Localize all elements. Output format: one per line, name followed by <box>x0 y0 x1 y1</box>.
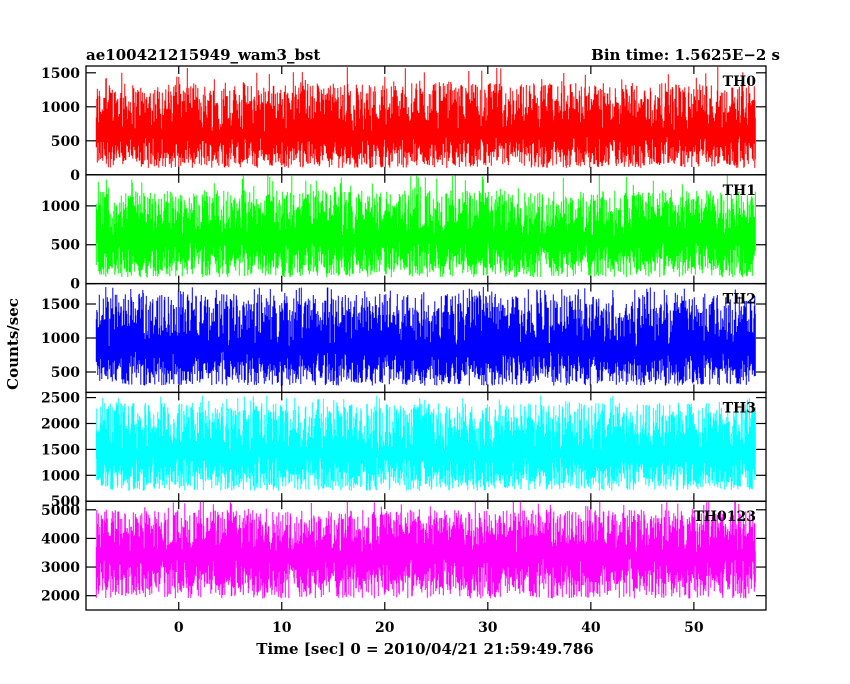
y-tick-label: 0 <box>70 168 80 184</box>
y-tick-label: 2500 <box>41 391 80 407</box>
x-tick-label: 0 <box>174 620 184 636</box>
y-tick-label: 1000 <box>41 100 80 116</box>
x-tick-label: 30 <box>478 620 498 636</box>
y-tick-label: 500 <box>51 238 80 254</box>
x-tick-label: 40 <box>581 620 601 636</box>
y-tick-label: 2000 <box>41 589 80 605</box>
bin-time-label: Bin time: 1.5625E−2 s <box>591 46 780 64</box>
panel-th0: 0 500 1000 1500 TH0 <box>41 65 767 184</box>
x-tick-label: 10 <box>272 620 292 636</box>
y-tick-label: 3000 <box>41 560 80 576</box>
series-th0 <box>95 66 756 168</box>
y-tick-label: 500 <box>51 365 80 381</box>
panel-label: TH3 <box>723 400 756 416</box>
series-th2 <box>95 287 756 386</box>
panel-th0123: 2000 3000 4000 5000 TH0123 <box>41 500 767 611</box>
series-th3 <box>95 395 756 491</box>
y-tick-label: 1500 <box>41 297 80 313</box>
series-th0123 <box>95 501 756 599</box>
panel-frame <box>85 500 767 611</box>
x-tick-label: 50 <box>684 620 704 636</box>
x-tick-label: 20 <box>375 620 395 636</box>
panel-th3: 500 1000 1500 2000 2500 TH3 <box>41 391 767 510</box>
y-tick-label: 1000 <box>41 199 80 215</box>
chart-title: ae100421215949_wam3_bst <box>86 46 320 64</box>
y-tick-label: 2000 <box>41 416 80 432</box>
y-tick-label: 5000 <box>41 503 80 519</box>
panel-th1: 0 500 1000 TH1 <box>41 174 767 293</box>
y-tick-label: 1000 <box>41 468 80 484</box>
panel-label: TH2 <box>723 292 756 308</box>
y-tick-label: 500 <box>51 494 80 510</box>
y-tick-label: 1500 <box>41 66 80 82</box>
y-tick-label: 4000 <box>41 531 80 547</box>
x-axis-title: Time [sec] 0 = 2010/04/21 21:59:49.786 <box>256 640 593 658</box>
y-axis-title: Counts/sec <box>4 298 22 390</box>
y-tick-label: 500 <box>51 134 80 150</box>
panel-label: TH0123 <box>693 509 756 525</box>
panel-th2: 500 1000 1500 TH2 <box>41 282 767 394</box>
panel-label: TH0 <box>723 74 757 90</box>
y-tick-label: 1000 <box>41 331 80 347</box>
y-tick-label: 1500 <box>41 442 80 458</box>
y-tick-label: 0 <box>70 277 80 293</box>
panel-label: TH1 <box>723 183 756 199</box>
series-th1 <box>95 175 756 278</box>
